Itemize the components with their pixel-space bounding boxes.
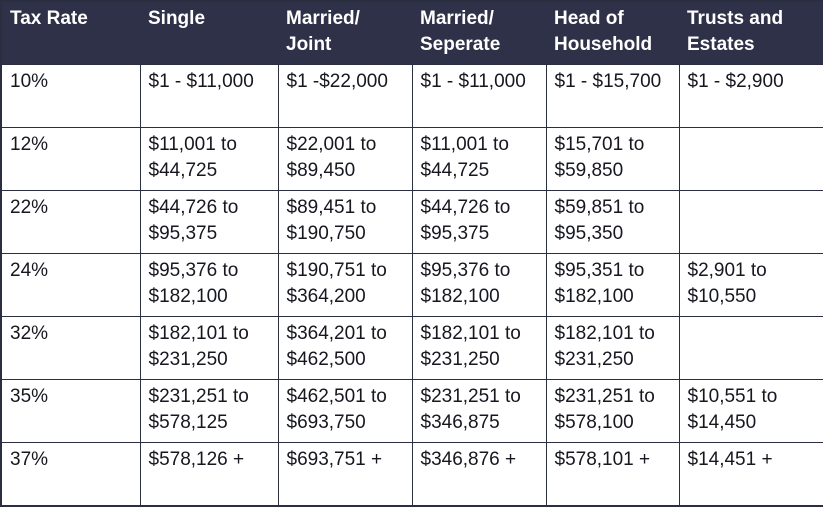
bracket-cell: $1 -$22,000 — [277, 64, 413, 128]
column-header-trusts-estates: Trusts and Estates — [679, 1, 823, 65]
bracket-cell — [678, 316, 823, 380]
bracket-cell: $182,101 to $231,250 — [545, 316, 680, 380]
tax-rate-cell: 35% — [0, 379, 141, 443]
bracket-cell: $14,451 + — [678, 442, 823, 506]
bracket-cell: $1 - $11,000 — [411, 64, 547, 128]
bracket-cell: $190,751 to $364,200 — [277, 253, 413, 317]
bracket-cell: $182,101 to $231,250 — [411, 316, 547, 380]
tax-rate-cell: 24% — [0, 253, 141, 317]
tax-rate-cell: 12% — [0, 127, 141, 191]
bracket-cell: $578,126 + — [139, 442, 279, 506]
table-row: 10% $1 - $11,000 $1 -$22,000 $1 - $11,00… — [0, 64, 823, 128]
bracket-cell: $11,001 to $44,725 — [411, 127, 547, 191]
bracket-cell: $44,726 to $95,375 — [411, 190, 547, 254]
bracket-cell: $578,101 + — [545, 442, 680, 506]
column-header-tax-rate: Tax Rate — [1, 1, 140, 65]
table-row: 24% $95,376 to $182,100 $190,751 to $364… — [0, 253, 823, 317]
table-row: 12% $11,001 to $44,725 $22,001 to $89,45… — [0, 127, 823, 191]
bracket-cell: $1 - $15,700 — [545, 64, 680, 128]
bracket-cell: $95,376 to $182,100 — [139, 253, 279, 317]
tax-rate-cell: 37% — [0, 442, 141, 506]
bracket-cell: $1 - $2,900 — [678, 64, 823, 128]
table-row: 37% $578,126 + $693,751 + $346,876 + $57… — [0, 442, 823, 506]
bracket-cell: $462,501 to $693,750 — [277, 379, 413, 443]
table-body: 10% $1 - $11,000 $1 -$22,000 $1 - $11,00… — [0, 64, 823, 506]
tax-rate-cell: 32% — [0, 316, 141, 380]
bracket-cell: $95,376 to $182,100 — [411, 253, 547, 317]
bracket-cell: $89,451 to $190,750 — [277, 190, 413, 254]
column-header-head-of-household: Head of Household — [546, 1, 679, 65]
bracket-cell: $346,876 + — [411, 442, 547, 506]
bracket-cell: $10,551 to $14,450 — [678, 379, 823, 443]
bracket-cell: $15,701 to $59,850 — [545, 127, 680, 191]
bracket-cell: $59,851 to $95,350 — [545, 190, 680, 254]
column-header-single: Single — [140, 1, 278, 65]
bracket-cell: $11,001 to $44,725 — [139, 127, 279, 191]
table-row: 22% $44,726 to $95,375 $89,451 to $190,7… — [0, 190, 823, 254]
header-row: Tax Rate Single Married/ Joint Married/ … — [1, 1, 823, 65]
bracket-cell: $231,251 to $578,100 — [545, 379, 680, 443]
bracket-cell: $2,901 to $10,550 — [678, 253, 823, 317]
bracket-cell: $95,351 to $182,100 — [545, 253, 680, 317]
bracket-cell: $693,751 + — [277, 442, 413, 506]
bracket-cell: $231,251 to $578,125 — [139, 379, 279, 443]
bracket-cell: $231,251 to $346,875 — [411, 379, 547, 443]
column-header-married-joint: Married/ Joint — [278, 1, 412, 65]
tax-rate-cell: 10% — [0, 64, 141, 128]
bracket-cell: $182,101 to $231,250 — [139, 316, 279, 380]
column-header-married-separate: Married/ Seperate — [412, 1, 546, 65]
bracket-cell: $1 - $11,000 — [139, 64, 279, 128]
table-row: 35% $231,251 to $578,125 $462,501 to $69… — [0, 379, 823, 443]
bracket-cell — [678, 127, 823, 191]
tax-rate-cell: 22% — [0, 190, 141, 254]
table-header-row: Tax Rate Single Married/ Joint Married/ … — [1, 1, 823, 65]
bracket-cell: $22,001 to $89,450 — [277, 127, 413, 191]
bracket-cell: $364,201 to $462,500 — [277, 316, 413, 380]
table-row: 32% $182,101 to $231,250 $364,201 to $46… — [0, 316, 823, 380]
bracket-cell: $44,726 to $95,375 — [139, 190, 279, 254]
bracket-cell — [678, 190, 823, 254]
